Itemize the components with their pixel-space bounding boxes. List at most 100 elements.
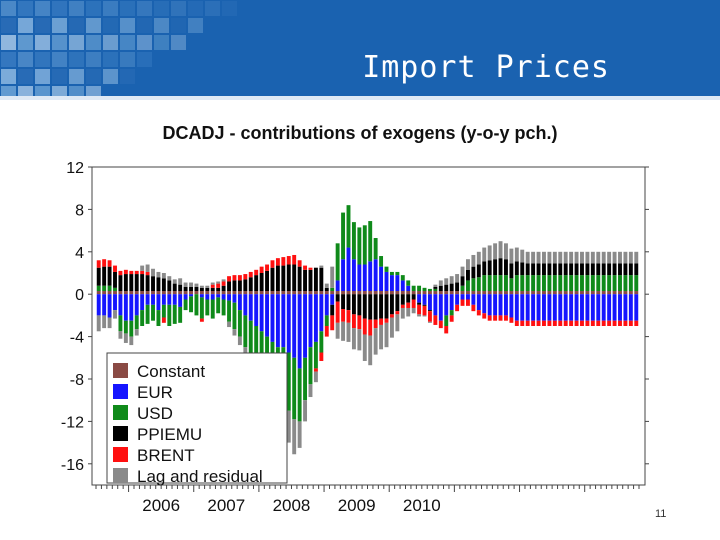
bar-brent bbox=[357, 315, 362, 330]
bar-constant bbox=[438, 291, 443, 295]
bar-usd bbox=[319, 331, 324, 353]
bar-brent bbox=[389, 314, 394, 318]
bar-usd bbox=[482, 275, 487, 292]
bar-lag-and-residual bbox=[563, 251, 568, 264]
bar-eur bbox=[330, 294, 335, 305]
bar-eur bbox=[601, 294, 606, 321]
bar-lag-and-residual bbox=[341, 321, 346, 341]
x-year-label: 2009 bbox=[338, 496, 376, 515]
bar-eur bbox=[134, 294, 139, 316]
bar-usd bbox=[466, 280, 470, 292]
bar-eur bbox=[270, 294, 275, 342]
bar-lag-and-residual bbox=[455, 274, 460, 283]
header-tile bbox=[103, 1, 118, 16]
bar-lag-and-residual bbox=[520, 249, 525, 263]
bar-constant bbox=[237, 291, 242, 295]
bar-ppiemu bbox=[161, 278, 166, 292]
bar-ppiemu bbox=[379, 294, 384, 319]
bar-eur bbox=[400, 280, 405, 292]
bar-eur bbox=[460, 294, 465, 300]
bar-constant bbox=[476, 291, 481, 295]
bar-usd bbox=[563, 275, 568, 292]
header-tile bbox=[52, 35, 67, 50]
bar-ppiemu bbox=[270, 267, 275, 292]
bar-brent bbox=[590, 320, 595, 326]
bar-brent bbox=[270, 260, 275, 268]
bar-eur bbox=[438, 294, 443, 321]
bar-lag-and-residual bbox=[102, 315, 107, 329]
bar-constant bbox=[357, 291, 362, 295]
bar-constant bbox=[221, 291, 226, 295]
bar-brent bbox=[118, 270, 123, 276]
bar-lag-and-residual bbox=[471, 254, 476, 267]
bar-eur bbox=[96, 294, 101, 316]
bar-usd bbox=[601, 275, 606, 292]
page-number: 11 bbox=[655, 508, 667, 520]
bar-brent bbox=[612, 320, 617, 326]
bar-brent bbox=[596, 320, 601, 326]
bar-constant bbox=[140, 291, 145, 295]
bar-lag-and-residual bbox=[438, 280, 443, 286]
bar-usd bbox=[460, 285, 465, 292]
bar-brent bbox=[140, 270, 145, 275]
bar-brent bbox=[281, 257, 286, 266]
bar-brent bbox=[134, 270, 139, 275]
header-stripe bbox=[0, 96, 720, 100]
bar-lag-and-residual bbox=[590, 251, 595, 264]
y-tick-label: 0 bbox=[75, 287, 84, 304]
bar-usd bbox=[384, 266, 389, 272]
bar-eur bbox=[498, 294, 503, 316]
bar-eur bbox=[476, 294, 481, 311]
bar-eur bbox=[341, 259, 346, 292]
header-tile bbox=[52, 1, 67, 16]
bar-usd bbox=[237, 310, 242, 337]
header-tile bbox=[18, 1, 33, 16]
bar-usd bbox=[400, 275, 405, 281]
header-tile bbox=[52, 69, 67, 84]
header-tile bbox=[1, 69, 16, 84]
bar-ppiemu bbox=[449, 283, 454, 292]
bar-usd bbox=[536, 275, 541, 292]
bar-lag-and-residual bbox=[509, 248, 514, 264]
bar-usd bbox=[487, 275, 492, 292]
bar-ppiemu bbox=[189, 286, 193, 292]
bar-brent bbox=[466, 299, 470, 306]
bar-eur bbox=[161, 294, 166, 305]
bar-brent bbox=[460, 299, 465, 306]
header-tile bbox=[35, 52, 50, 67]
bar-eur bbox=[444, 294, 449, 316]
bar-eur bbox=[504, 294, 508, 316]
bar-brent bbox=[427, 311, 432, 322]
bar-ppiemu bbox=[498, 258, 503, 276]
bar-lag-and-residual bbox=[129, 336, 134, 346]
bar-usd bbox=[574, 275, 579, 292]
bar-usd bbox=[509, 278, 514, 292]
bar-ppiemu bbox=[585, 263, 590, 276]
header-tile bbox=[137, 52, 152, 67]
bar-ppiemu bbox=[607, 263, 612, 276]
bar-ppiemu bbox=[145, 275, 150, 292]
header-tile bbox=[86, 35, 101, 50]
bar-ppiemu bbox=[525, 263, 530, 276]
bar-lag-and-residual bbox=[466, 259, 470, 270]
bar-usd bbox=[313, 341, 318, 369]
bar-constant bbox=[102, 291, 107, 295]
bar-ppiemu bbox=[281, 265, 286, 292]
header-tile bbox=[222, 1, 237, 16]
bar-constant bbox=[270, 291, 275, 295]
bar-ppiemu bbox=[194, 286, 199, 292]
bar-eur bbox=[547, 294, 552, 321]
bar-lag-and-residual bbox=[237, 336, 242, 346]
bar-usd bbox=[216, 297, 221, 314]
bar-usd bbox=[362, 225, 367, 265]
bar-brent bbox=[275, 258, 280, 266]
bar-lag-and-residual bbox=[498, 241, 503, 259]
header-tile bbox=[205, 1, 220, 16]
bar-usd bbox=[406, 280, 411, 286]
bar-eur bbox=[335, 280, 340, 292]
bar-ppiemu bbox=[254, 275, 259, 292]
bar-ppiemu bbox=[422, 304, 427, 306]
bar-lag-and-residual bbox=[362, 334, 367, 361]
header-tile bbox=[154, 18, 169, 33]
bar-brent bbox=[504, 315, 508, 321]
